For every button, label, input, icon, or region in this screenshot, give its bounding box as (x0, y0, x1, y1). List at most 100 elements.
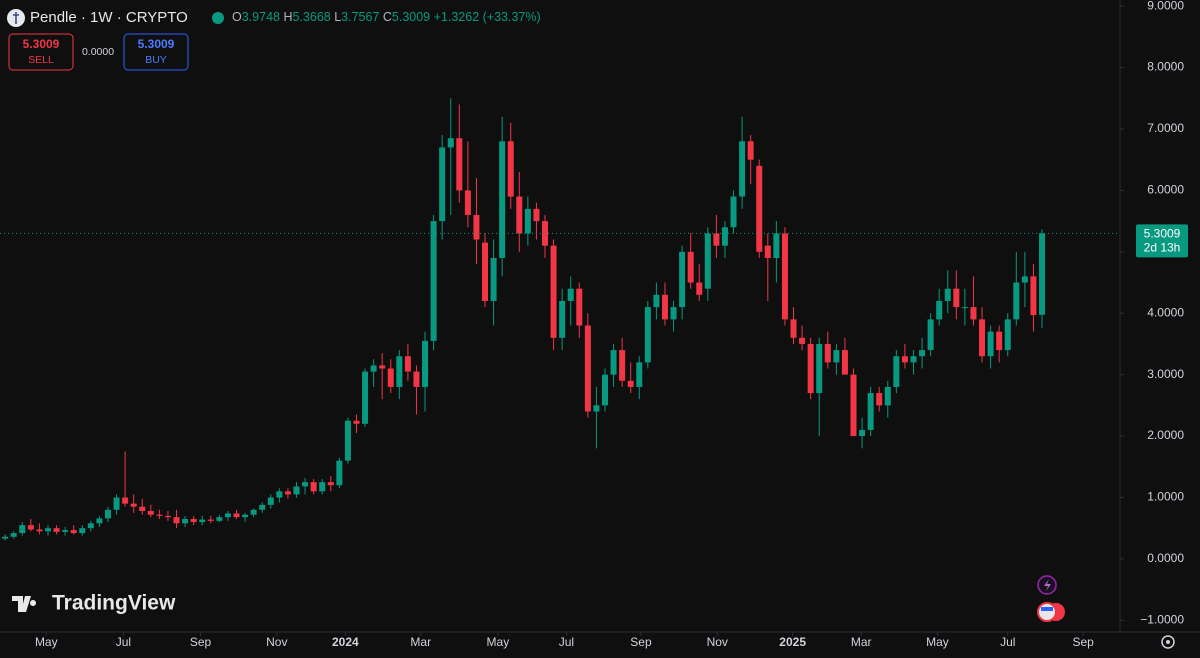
candle-body (62, 530, 69, 532)
x-tick-label: May (35, 635, 58, 649)
y-tick-label: 4.0000 (1147, 305, 1184, 319)
candle-body (893, 356, 900, 387)
candle-body (216, 517, 223, 521)
candle-body (1030, 276, 1037, 316)
candle-body (927, 319, 934, 351)
candle-body (319, 482, 326, 492)
candle-body (721, 227, 728, 246)
price-tag-box (1136, 224, 1188, 258)
candle-body (550, 245, 557, 338)
candle-body (781, 233, 788, 320)
x-tick-label: 2025 (779, 635, 806, 649)
candle-body (584, 325, 591, 412)
sell-price: 5.3009 (23, 37, 60, 51)
candle-body (362, 371, 369, 424)
candle-body (87, 523, 94, 529)
ohlc-values: O3.9748 H5.3668 L3.7567 C5.3009 +1.3262 … (232, 10, 541, 24)
x-tick-label: May (926, 635, 949, 649)
candle-body (250, 509, 257, 515)
candle-body (696, 282, 703, 295)
candle-body (679, 251, 686, 308)
ohlc-key: H (283, 10, 292, 24)
candle-body (293, 486, 300, 495)
candle-body (104, 509, 111, 519)
candle-body (439, 147, 446, 222)
candle-body (1013, 282, 1020, 320)
candle-body (593, 405, 600, 412)
ohlc-value: 3.9748 (242, 10, 280, 24)
candle-body (524, 208, 531, 234)
sell-button[interactable] (8, 33, 74, 71)
candle-body (687, 251, 694, 283)
ohlc-key: O (232, 10, 242, 24)
x-tick-label: Jul (1000, 635, 1015, 649)
ohlc-key: L (334, 10, 341, 24)
candle-body (224, 513, 231, 518)
candle-body (36, 529, 43, 532)
candle-body (156, 514, 163, 516)
candle-body (353, 420, 360, 424)
candle-body (841, 350, 848, 375)
candle-body (44, 528, 51, 532)
sell-label: SELL (28, 54, 54, 66)
candle-body (1004, 319, 1011, 351)
buy-button[interactable] (123, 33, 189, 71)
candle-body (884, 386, 891, 406)
candle-body (807, 343, 814, 394)
candle-body (1039, 233, 1046, 315)
y-tick-label: 6.0000 (1147, 183, 1184, 197)
candle-body (919, 350, 926, 357)
y-tick-label: 0.0000 (1147, 551, 1184, 565)
x-tick-label: Jul (559, 635, 574, 649)
candle-body (901, 356, 908, 363)
candle-body (499, 141, 506, 258)
candle-body (139, 506, 146, 512)
candle-body (276, 491, 283, 498)
candle-body (310, 482, 317, 492)
candle-body (122, 497, 129, 504)
candle-body (19, 525, 26, 534)
candle-body (473, 214, 480, 240)
candle-body (601, 374, 608, 406)
candle-body (190, 518, 197, 523)
brand-name[interactable]: TradingView (52, 592, 176, 615)
symbol-title[interactable]: Pendle · 1W · CRYPTO (30, 9, 188, 26)
candle-body (661, 294, 668, 320)
candle-body (876, 393, 883, 406)
candle-body (996, 331, 1003, 351)
candle-body (422, 340, 429, 387)
x-tick-label: Sep (190, 635, 212, 649)
candle-body (619, 350, 626, 381)
spread: 0.0000 (82, 46, 114, 58)
market-status[interactable] (212, 12, 224, 24)
candle-body (559, 300, 566, 338)
candle-body (533, 208, 540, 222)
candle-body (653, 294, 660, 308)
candle-body (344, 420, 351, 461)
x-tick-label: Sep (630, 635, 652, 649)
economic-event-icon[interactable] (1037, 602, 1057, 622)
x-tick-label: Jul (116, 635, 131, 649)
plot-area (0, 98, 1120, 541)
settings-button-center (1166, 640, 1170, 644)
candle-body (173, 517, 180, 524)
candle-body (70, 530, 77, 534)
candle-body (953, 288, 960, 308)
candle-body (644, 307, 651, 363)
buy-label: BUY (145, 54, 167, 66)
settings-button[interactable] (1161, 635, 1175, 649)
candle-body (944, 288, 951, 301)
candle-body (627, 380, 634, 387)
candle-body (833, 350, 840, 363)
x-tick-label: 2024 (332, 635, 359, 649)
candle-body (773, 233, 780, 258)
candle-body (482, 242, 489, 301)
y-tick-label: 2.0000 (1147, 428, 1184, 442)
price-tag-countdown: 2d 13h (1144, 241, 1181, 255)
candle-body (670, 307, 677, 320)
candle-body (567, 288, 574, 301)
candle-body (327, 482, 334, 486)
